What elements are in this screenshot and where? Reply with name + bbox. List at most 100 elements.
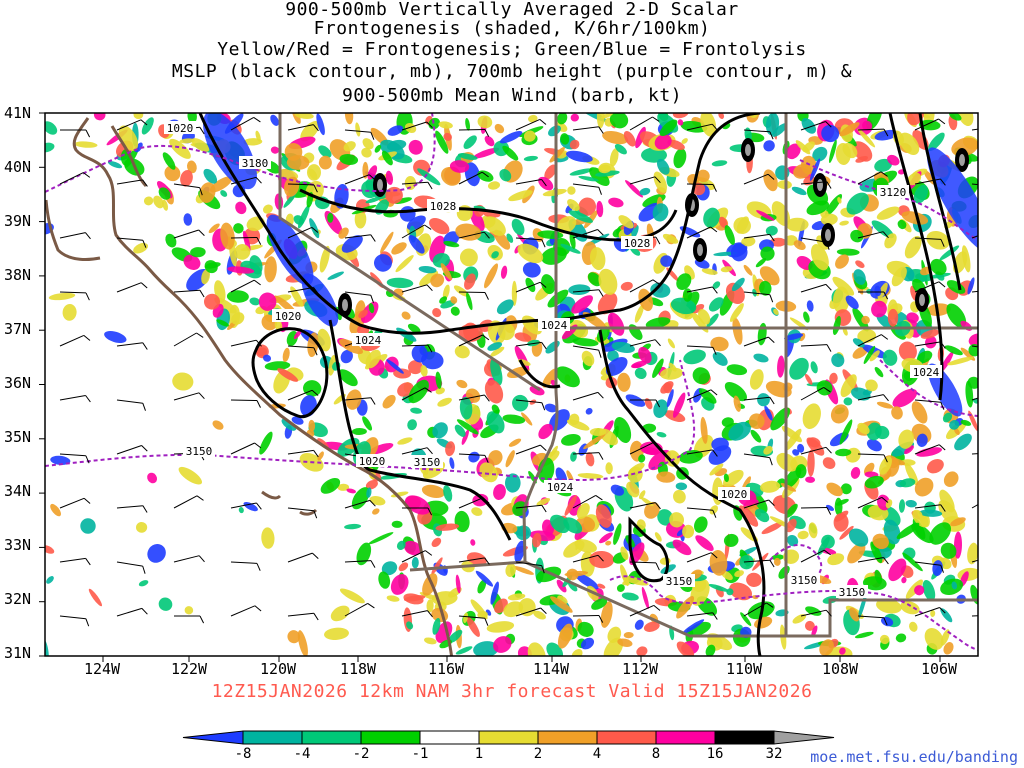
frontolysis-cell xyxy=(80,518,96,534)
lon-label: 108W xyxy=(821,660,859,678)
frontogenesis-cell xyxy=(74,141,98,148)
wind-barb xyxy=(686,345,717,355)
frontolysis-cell xyxy=(365,196,383,204)
frontogenesis-cell xyxy=(585,452,595,467)
frontolysis-cell xyxy=(874,129,898,141)
wind-barb xyxy=(743,453,773,466)
title-line-3: Yellow/Red = Frontogenesis; Green/Blue =… xyxy=(217,39,807,60)
frontogenesis-cell xyxy=(212,420,224,430)
wind-barb xyxy=(515,237,546,248)
frontogenesis-cell xyxy=(869,350,880,362)
frontogenesis-cell xyxy=(725,282,745,305)
frontolysis-cell xyxy=(939,245,960,261)
frontolysis-cell xyxy=(496,299,514,315)
frontogenesis-cell xyxy=(700,416,708,444)
wind-barb xyxy=(743,559,775,568)
frontolysis-cell xyxy=(928,132,945,152)
frontolysis-cell xyxy=(656,432,667,438)
frontogenesis-cell xyxy=(45,545,55,554)
frontolysis-cell xyxy=(443,240,460,248)
frontolysis-cell xyxy=(673,148,687,169)
frontolysis-cell xyxy=(555,366,580,388)
wind-barb xyxy=(344,560,376,568)
wind-barb xyxy=(344,129,375,140)
frontogenesis-cell xyxy=(242,230,251,252)
frontogenesis-cell xyxy=(900,601,920,615)
wind-barb xyxy=(401,447,433,455)
frontogenesis-cell xyxy=(804,620,815,631)
frontolysis-cell xyxy=(502,414,526,424)
frontolysis-cell xyxy=(506,233,514,243)
frontogenesis-cell xyxy=(872,533,889,550)
frontolysis-cell xyxy=(760,246,775,261)
frontolysis-cell xyxy=(514,540,526,563)
frontogenesis-cell xyxy=(184,606,194,615)
frontogenesis-cell xyxy=(470,539,476,546)
wind-barb xyxy=(230,561,261,571)
wind-barb xyxy=(914,281,946,293)
frontolysis-cell xyxy=(158,597,173,611)
wind-barb xyxy=(515,341,547,350)
frontogenesis-cell xyxy=(178,466,203,485)
frontolysis-cell xyxy=(378,571,391,589)
frontolysis-cell xyxy=(511,218,525,236)
frontogenesis-cell xyxy=(191,138,210,152)
frontolysis-cell xyxy=(801,118,817,134)
frontolysis-cell xyxy=(638,454,646,463)
frontolysis-cell xyxy=(852,338,865,348)
frontogenesis-cell xyxy=(667,139,685,151)
wind-barb xyxy=(572,615,604,623)
frontolysis-cell xyxy=(645,317,671,329)
frontolysis-cell xyxy=(356,542,372,566)
frontolysis-cell xyxy=(835,498,849,506)
frontogenesis-cell xyxy=(483,216,506,236)
frontolysis-cell xyxy=(639,187,651,196)
frontolysis-cell xyxy=(614,416,632,444)
frontogenesis-cell xyxy=(636,646,648,656)
frontogenesis-cell xyxy=(523,130,536,142)
frontolysis-cell xyxy=(162,152,176,170)
frontogenesis-cell xyxy=(898,429,915,449)
frontolysis-cell xyxy=(821,124,840,143)
frontolysis-cell xyxy=(850,229,864,243)
wind-barb xyxy=(458,497,490,509)
frontogenesis-cell xyxy=(528,114,538,123)
frontogenesis-cell xyxy=(748,413,765,430)
frontolysis-cell xyxy=(659,119,678,137)
height-contour-label: 3150 xyxy=(414,456,441,469)
frontogenesis-cell xyxy=(231,312,245,325)
wind-barb xyxy=(287,612,319,621)
wind-barb xyxy=(743,291,774,303)
frontolysis-cell xyxy=(569,232,576,249)
colorbar-segment xyxy=(301,730,362,745)
frontolysis-cell xyxy=(46,576,54,584)
frontogenesis-cell xyxy=(644,501,660,519)
frontolysis-cell xyxy=(557,113,568,125)
frontogenesis-cell xyxy=(698,309,711,325)
frontogenesis-cell xyxy=(741,236,756,247)
frontolysis-cell xyxy=(874,366,884,378)
wind-barb xyxy=(971,453,978,455)
frontogenesis-cell xyxy=(484,379,504,404)
frontolysis-cell xyxy=(863,345,876,364)
wind-barb xyxy=(173,495,204,509)
frontogenesis-cell xyxy=(503,601,524,618)
frontogenesis-cell xyxy=(968,333,978,347)
frontolysis-cell xyxy=(967,277,975,295)
frontogenesis-cell xyxy=(729,303,744,322)
frontolysis-cell xyxy=(628,324,643,340)
frontogenesis-cell xyxy=(287,630,301,644)
frontolysis-cell xyxy=(698,388,717,404)
frontogenesis-cell xyxy=(466,616,480,637)
frontolysis-cell xyxy=(432,422,448,439)
wind-barb xyxy=(458,171,489,185)
wind-barb xyxy=(800,344,832,352)
wind-barb xyxy=(401,550,433,563)
frontogenesis-cell xyxy=(449,160,470,173)
mslp-contour-label: 1024 xyxy=(541,319,568,332)
frontogenesis-cell xyxy=(598,268,618,295)
frontolysis-cell xyxy=(874,285,882,297)
frontolysis-cell xyxy=(694,516,708,533)
frontogenesis-cell xyxy=(644,398,653,410)
frontogenesis-peak xyxy=(817,179,823,191)
